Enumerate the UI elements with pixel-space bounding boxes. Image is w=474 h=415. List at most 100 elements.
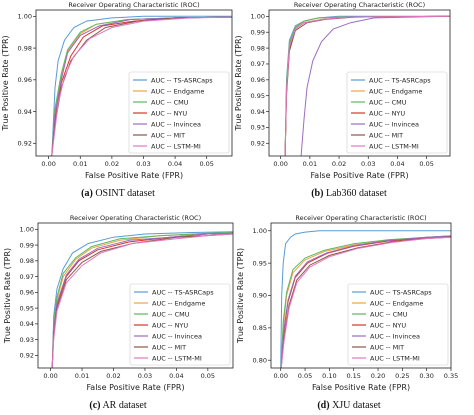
caption-d-letter: (d) [317,400,330,411]
legend-a: AUC -- TS-ASRCaps AUC -- Endgame AUC -- CM… [128,71,230,154]
legend-label-b-cmu: AUC -- CMU [369,98,407,106]
y-tick-label-c: 0.95 [20,304,34,312]
x-tick-label-d: 0.30 [419,372,433,380]
x-tick-label-a: 0.01 [73,160,87,168]
series-line-b-lstm-mi [284,15,450,156]
y-tick-label-c: 0.92 [20,352,34,360]
y-tick-label-a: 0.96 [18,76,32,84]
legend-label-a-mit: AUC -- MIT [151,131,185,139]
plot-frame-c [37,222,234,369]
y-tick-label-c: 1.00 [20,226,34,234]
y-tick-label-c: 0.97 [20,273,34,281]
chart-d: 0.00 0.05 0.10 0.15 0.20 0.25 0.30 0.35 0.80 0.85… [236,214,458,392]
x-tick-label-c: 0.04 [169,372,183,380]
y-tick-label-c: 0.96 [20,289,34,297]
caption-a: (a) OSINT dataset [81,188,155,199]
x-tick-label-c: 0.00 [43,372,57,380]
legend-c: AUC -- TS-ASRCaps AUC -- Endgame AUC -- CM… [129,283,231,366]
chart-a: 0.00 0.01 0.02 0.03 0.04 0.05 0.92 0.94 0.96 0.98… [1,1,233,180]
legend-label-c-nyu: AUC -- NYU [152,321,188,329]
series-line-c-lstm-mi [51,233,233,368]
y-tick-label-b: 1.00 [251,13,265,21]
legend-label-a-lstm-mi: AUC -- LSTM-MI [151,142,201,150]
y-tick-label-a: 1.00 [18,13,32,21]
y-tick-label-c: 0.93 [20,336,34,344]
series-group-b [284,15,450,156]
caption-c-letter: (c) [89,400,101,411]
x-tick-label-b: 0.00 [273,160,287,168]
caption-b-letter: (b) [311,188,324,199]
legend-label-d-cmu: AUC -- CMU [370,310,408,318]
legend-label-d-ts-asrcaps: AUC -- TS-ASRCaps [370,288,432,296]
x-tick-label-d: 0.05 [298,372,312,380]
legend-label-a-cmu: AUC -- CMU [151,98,189,106]
x-tick-label-a: 0.04 [168,160,182,168]
chart-title-d: Receiver Operating Characteristic (ROC) [295,214,426,222]
chart-title-c: Receiver Operating Characteristic (ROC) [70,214,201,222]
y-tick-label-a: 0.92 [18,140,32,148]
legend-label-d-endgame: AUC -- Endgame [370,299,423,307]
x-axis-label-d: False Positive Rate (FPR) [312,383,410,392]
x-tick-label-b: 0.03 [361,160,375,168]
y-axis-label-c: True Positive Rate (TPR) [3,248,12,344]
legend-box-d [347,283,449,366]
caption-a-letter: (a) [81,188,93,199]
chart-b: 0.00 0.01 0.02 0.03 0.04 0.05 0.92 0.93 0.94 0.95… [234,1,451,180]
x-tick-label-c: 0.03 [138,372,152,380]
x-axis-label-b: False Positive Rate (FPR) [310,171,408,180]
legend-label-a-ts-asrcaps: AUC -- TS-ASRCaps [151,76,213,84]
caption-b: (b) Lab360 dataset [311,188,387,199]
y-tick-label-d: 1.00 [253,227,267,235]
chart-title-a: Receiver Operating Characteristic (ROC) [68,1,199,9]
legend-box-a [128,71,230,154]
series-line-a-invincea [51,16,232,156]
series-line-a-lstm-mi [51,16,232,156]
x-tick-label-c: 0.02 [106,372,120,380]
caption-c-text: AR dataset [102,400,147,411]
series-line-b-invincea [300,15,450,156]
x-tick-label-d: 0.35 [444,372,458,380]
y-axis-label-d: True Positive Rate (TPR) [236,248,245,344]
series-line-c-invincea [51,232,233,368]
legend-b: AUC -- TS-ASRCaps AUC -- Endgame AUC -- CM… [346,71,448,154]
legend-label-d-mit: AUC -- MIT [370,343,404,351]
series-line-d-invincea [280,235,451,368]
y-tick-label-b: 0.94 [251,108,265,116]
chart-c: 0.00 0.01 0.02 0.03 0.04 0.05 0.92 0.93 0.94 0.95… [3,214,234,392]
series-group-c [51,231,233,368]
y-tick-label-d: 0.90 [253,292,267,300]
y-tick-label-d: 0.95 [253,259,267,267]
caption-c: (c) AR dataset [89,400,146,411]
y-tick-label-b: 0.97 [251,60,265,68]
y-tick-label-c: 0.94 [20,320,34,328]
legend-label-d-lstm-mi: AUC -- LSTM-MI [370,354,420,362]
series-line-d-lstm-mi [280,236,451,368]
legend-label-b-ts-asrcaps: AUC -- TS-ASRCaps [369,76,431,84]
x-tick-label-d: 0.15 [346,372,360,380]
caption-d-text: XJU dataset [332,400,381,411]
y-tick-label-d: 0.80 [253,356,267,364]
x-tick-label-a: 0.03 [136,160,150,168]
y-tick-label-b: 0.96 [251,76,265,84]
x-tick-label-d: 0.25 [395,372,409,380]
legend-label-c-mit: AUC -- MIT [152,343,186,351]
y-tick-label-a: 0.98 [18,44,32,52]
y-tick-label-b: 0.98 [251,44,265,52]
legend-label-a-invincea: AUC -- Invincea [151,120,201,128]
legend-label-c-invincea: AUC -- Invincea [152,332,202,340]
y-tick-label-b: 0.95 [251,92,265,100]
x-tick-label-b: 0.01 [303,160,317,168]
legend-d: AUC -- TS-ASRCaps AUC -- Endgame AUC -- CM… [347,283,449,366]
series-line-c-ts-asrcaps [51,231,233,368]
series-group-a [51,15,232,156]
series-line-c-cmu [51,232,233,368]
legend-label-c-lstm-mi: AUC -- LSTM-MI [152,354,202,362]
legend-label-a-endgame: AUC -- Endgame [151,87,204,95]
series-line-a-ts-asrcaps [51,15,232,156]
legend-label-c-cmu: AUC -- CMU [152,310,190,318]
series-line-d-ts-asrcaps [280,230,451,368]
x-tick-label-d: 0.20 [371,372,385,380]
legend-label-b-mit: AUC -- MIT [369,131,403,139]
x-tick-label-c: 0.01 [75,372,89,380]
